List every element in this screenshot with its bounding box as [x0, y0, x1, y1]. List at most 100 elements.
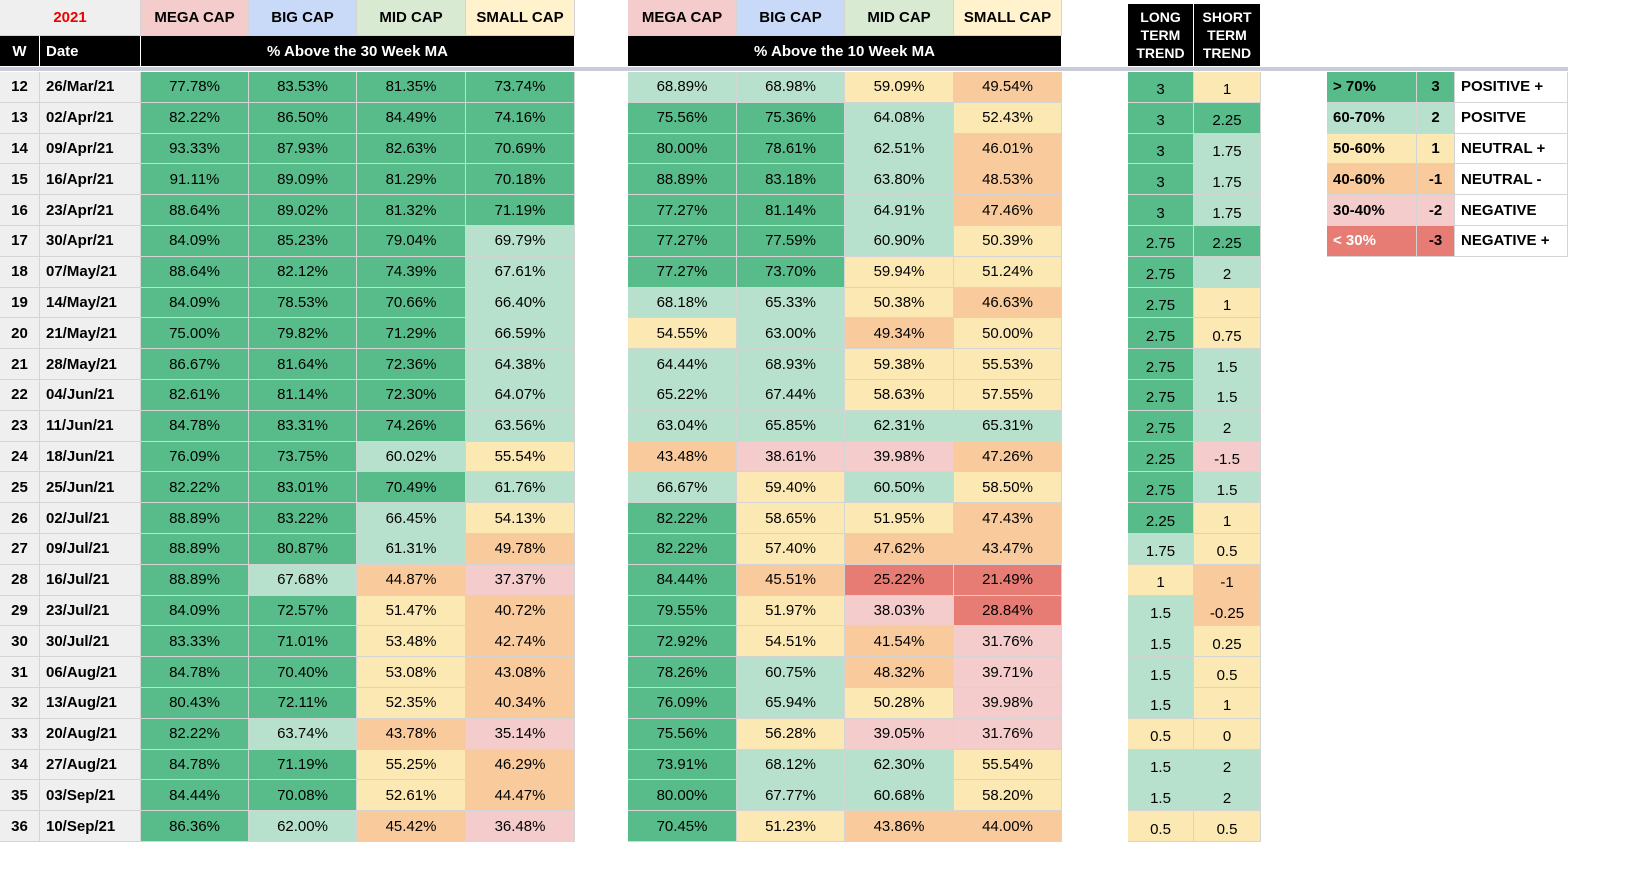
ma30-value: 82.22% [141, 718, 249, 750]
week: 16 [0, 195, 40, 226]
ma30-value: 51.47% [357, 595, 466, 627]
ma30-value: 81.35% [357, 72, 466, 103]
ma30-value: 64.38% [466, 349, 575, 380]
week: 24 [0, 441, 40, 473]
ma10-value: 60.75% [737, 657, 845, 688]
ma30-value: 66.40% [466, 287, 575, 319]
week: 12 [0, 72, 40, 103]
ma10-value: 64.44% [628, 349, 737, 380]
ma30-value: 60.02% [357, 441, 466, 473]
legend-range: < 30% [1327, 226, 1417, 257]
ma10-value: 78.26% [628, 657, 737, 688]
short-trend: 1.5 [1194, 380, 1261, 411]
long-trend: 3 [1128, 164, 1194, 196]
ma10-value: 64.08% [845, 102, 954, 134]
long-trend: 3 [1128, 72, 1194, 103]
ma30-value: 49.78% [466, 534, 575, 565]
ma10-value: 73.70% [737, 256, 845, 288]
long-trend: 1.5 [1128, 688, 1194, 719]
date: 02/Apr/21 [40, 102, 141, 134]
week: 36 [0, 811, 40, 842]
ma30-value: 46.29% [466, 749, 575, 781]
ma10-value: 62.31% [845, 410, 954, 442]
w-header: W [0, 36, 40, 67]
week: 18 [0, 256, 40, 288]
week: 26 [0, 503, 40, 534]
ma30-value: 71.19% [249, 749, 357, 781]
ma10-value: 28.84% [954, 595, 1062, 627]
ma30-value: 88.89% [141, 503, 249, 534]
week: 27 [0, 534, 40, 565]
week: 19 [0, 287, 40, 319]
ma30-value: 82.22% [141, 102, 249, 134]
long-trend: 3 [1128, 195, 1194, 226]
ma10-value: 65.33% [737, 287, 845, 319]
ma10-value: 82.22% [628, 503, 737, 534]
ma30-value: 88.64% [141, 195, 249, 226]
ma10-value: 57.55% [954, 380, 1062, 411]
ma10-value: 82.22% [628, 534, 737, 565]
ma10-value: 80.00% [628, 133, 737, 165]
ma30-value: 63.74% [249, 718, 357, 750]
ma10-value: 88.89% [628, 164, 737, 196]
ma10-value: 65.31% [954, 410, 1062, 442]
ma10-value: 39.05% [845, 718, 954, 750]
ma10-value: 46.63% [954, 287, 1062, 319]
ma30-value: 55.54% [466, 441, 575, 473]
legend-label: NEGATIVE + [1455, 226, 1568, 257]
ma10-value: 60.68% [845, 780, 954, 812]
week: 23 [0, 410, 40, 442]
ma10-value: 75.56% [628, 102, 737, 134]
ma10-value: 51.97% [737, 595, 845, 627]
ma10-value: 47.43% [954, 503, 1062, 534]
legend-range: 30-40% [1327, 195, 1417, 226]
ma10-value: 59.09% [845, 72, 954, 103]
date: 03/Sep/21 [40, 780, 141, 812]
cap-header: SMALL CAP [954, 0, 1062, 36]
ma10-value: 49.54% [954, 72, 1062, 103]
date: 16/Apr/21 [40, 164, 141, 196]
short-trend: 1 [1194, 503, 1261, 534]
date: 14/May/21 [40, 287, 141, 319]
ma30-value: 69.79% [466, 226, 575, 257]
date: 30/Apr/21 [40, 226, 141, 257]
ma10-value: 51.23% [737, 811, 845, 842]
ma10-value: 45.51% [737, 564, 845, 596]
ma30-value: 83.01% [249, 472, 357, 504]
ma10-value: 49.34% [845, 318, 954, 350]
ma10-value: 60.90% [845, 226, 954, 257]
ma10-value: 54.51% [737, 626, 845, 658]
ma30-value: 73.74% [466, 72, 575, 103]
legend-label: NEUTRAL - [1455, 164, 1568, 196]
ma10-value: 54.55% [628, 318, 737, 350]
ma10-title: % Above the 10 Week MA [628, 36, 1062, 67]
ma30-value: 72.36% [357, 349, 466, 380]
ma10-value: 59.40% [737, 472, 845, 504]
ma10-value: 47.26% [954, 441, 1062, 473]
ma10-value: 62.51% [845, 133, 954, 165]
ma30-value: 67.61% [466, 256, 575, 288]
ma30-value: 79.04% [357, 226, 466, 257]
cap-header: BIG CAP [249, 0, 357, 36]
ma30-value: 70.69% [466, 133, 575, 165]
date: 25/Jun/21 [40, 472, 141, 504]
short-trend: 1.5 [1194, 349, 1261, 380]
short-trend-header: SHORT TERM TREND [1194, 4, 1261, 67]
short-trend: -1.5 [1194, 441, 1261, 473]
short-trend: 0.25 [1194, 626, 1261, 658]
ma30-value: 84.78% [141, 749, 249, 781]
frozen-divider [0, 67, 1568, 71]
ma10-value: 51.95% [845, 503, 954, 534]
ma10-value: 43.86% [845, 811, 954, 842]
week: 22 [0, 380, 40, 411]
ma10-value: 73.91% [628, 749, 737, 781]
ma30-value: 82.61% [141, 380, 249, 411]
ma10-value: 47.46% [954, 195, 1062, 226]
week: 32 [0, 688, 40, 719]
short-trend: 0.75 [1194, 318, 1261, 350]
legend-score: 2 [1417, 102, 1455, 134]
short-trend: 1 [1194, 688, 1261, 719]
date-header: Date [40, 36, 141, 67]
ma10-value: 67.44% [737, 380, 845, 411]
week: 14 [0, 133, 40, 165]
